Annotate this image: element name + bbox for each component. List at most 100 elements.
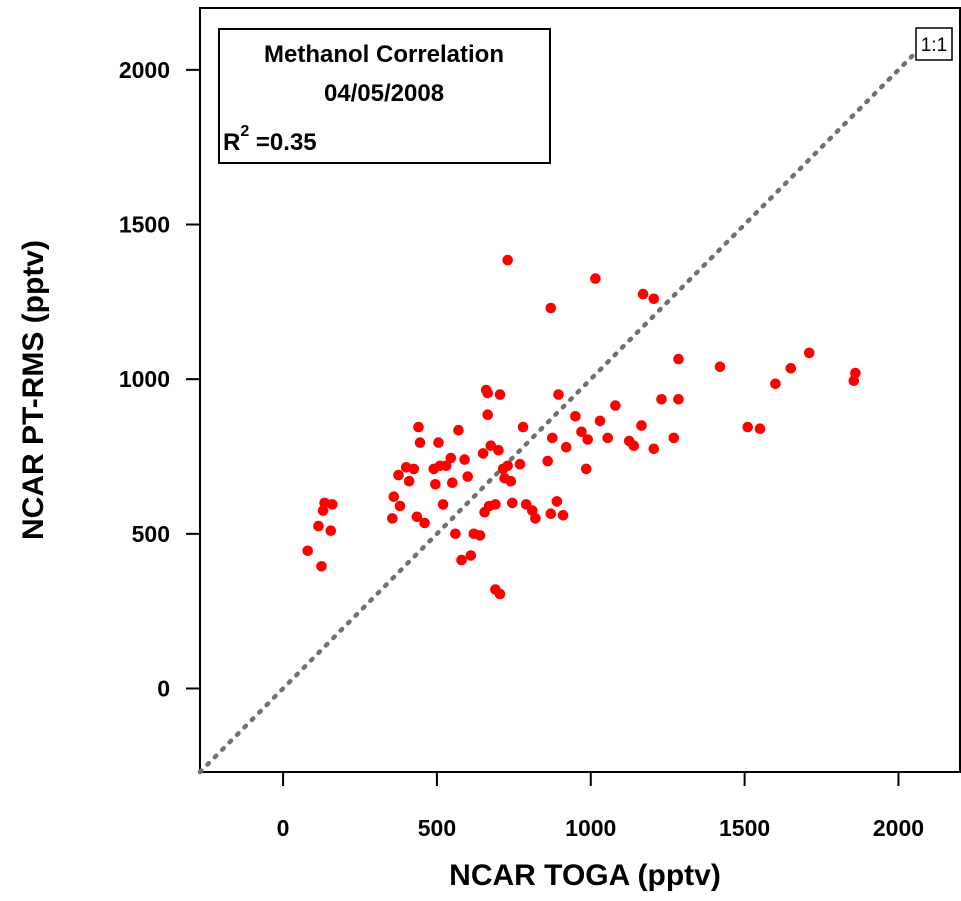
data-point	[494, 389, 506, 400]
data-point	[490, 499, 501, 510]
x-tick-label: 0	[277, 815, 290, 841]
data-point	[316, 561, 327, 572]
data-point	[770, 378, 781, 390]
data-point	[403, 475, 415, 487]
data-point	[545, 302, 557, 314]
data-point	[325, 525, 337, 536]
data-point	[453, 424, 464, 436]
data-point	[411, 511, 423, 523]
data-point	[493, 445, 504, 456]
data-point	[785, 363, 797, 374]
data-point	[440, 460, 452, 472]
data-point	[456, 554, 467, 566]
data-point	[502, 254, 513, 266]
data-point	[462, 471, 474, 482]
data-point	[582, 434, 593, 445]
data-point	[414, 437, 426, 448]
x-tick-label: 2000	[873, 815, 924, 841]
y-tick-label: 0	[157, 675, 170, 701]
data-point	[714, 361, 726, 373]
data-point	[388, 491, 400, 503]
data-point	[447, 477, 458, 489]
data-point	[450, 528, 461, 540]
r-squared-value: =0.35	[249, 129, 316, 156]
data-point	[459, 454, 470, 465]
data-point	[553, 389, 564, 400]
data-point	[803, 347, 815, 359]
data-point	[648, 443, 660, 455]
data-point	[433, 437, 444, 448]
legend-box: Methanol Correlation 04/05/2008 R2 =0.35	[218, 28, 551, 164]
data-point	[545, 508, 557, 519]
data-point	[742, 421, 753, 433]
data-point	[327, 499, 338, 510]
data-point	[628, 440, 640, 452]
data-point	[419, 517, 430, 529]
data-point	[437, 499, 449, 510]
data-point	[637, 288, 649, 300]
chart-title: Methanol Correlation	[264, 41, 504, 68]
data-point	[505, 475, 517, 487]
data-point	[482, 387, 494, 399]
data-point	[580, 463, 592, 475]
data-point	[302, 545, 314, 557]
data-point	[507, 497, 518, 509]
data-point	[485, 440, 497, 452]
y-axis-title: NCAR PT-RMS (pptv)	[17, 240, 50, 540]
y-tick-label: 2000	[119, 57, 170, 83]
data-point	[673, 394, 684, 405]
data-point	[430, 479, 441, 490]
data-point	[610, 400, 621, 411]
r-squared-r: R	[223, 129, 240, 156]
ratio-tag-box	[915, 27, 953, 61]
x-tick-label: 1000	[565, 815, 616, 841]
data-point	[570, 411, 581, 422]
ratio-tag-text: 1:1	[921, 35, 947, 56]
data-point	[313, 520, 324, 532]
data-point	[494, 588, 506, 600]
data-point	[517, 421, 529, 433]
data-point	[668, 432, 680, 444]
x-tick-label: 1500	[719, 815, 770, 841]
data-point	[502, 460, 513, 472]
data-point	[445, 452, 457, 464]
y-tick-label: 1000	[119, 366, 170, 392]
r-squared-exponent: 2	[240, 123, 249, 140]
legend-frame	[218, 28, 551, 164]
data-point	[413, 421, 424, 433]
chart-subtitle: 04/05/2008	[324, 80, 444, 107]
data-point	[477, 448, 489, 459]
data-point	[656, 394, 667, 405]
data-point	[560, 441, 572, 453]
data-point	[602, 432, 613, 444]
ratio-tag: 1:1	[915, 27, 953, 61]
data-point	[850, 367, 861, 379]
data-points	[302, 254, 861, 600]
data-point	[551, 496, 563, 507]
data-point	[594, 415, 606, 427]
data-point	[530, 513, 541, 524]
y-axis: 0 500 1000 1500 2000	[119, 57, 200, 701]
data-point	[648, 293, 660, 305]
data-point	[474, 530, 486, 541]
data-point	[557, 510, 569, 521]
data-point	[542, 455, 553, 467]
data-point	[514, 458, 526, 470]
data-point	[393, 469, 404, 481]
data-point	[408, 463, 420, 475]
data-point	[576, 426, 587, 438]
data-point	[547, 432, 558, 444]
r-squared-label: R2 =0.35	[223, 123, 317, 156]
data-point	[394, 500, 406, 512]
data-point	[590, 273, 601, 284]
data-point	[482, 409, 494, 421]
data-point	[673, 353, 684, 365]
data-point	[754, 423, 766, 435]
data-point	[387, 513, 398, 524]
reference-line-1-to-1	[197, 49, 920, 775]
x-axis-title: NCAR TOGA (pptv)	[449, 859, 721, 892]
x-tick-label: 500	[418, 815, 456, 841]
data-point	[636, 420, 647, 431]
data-point	[465, 550, 477, 561]
